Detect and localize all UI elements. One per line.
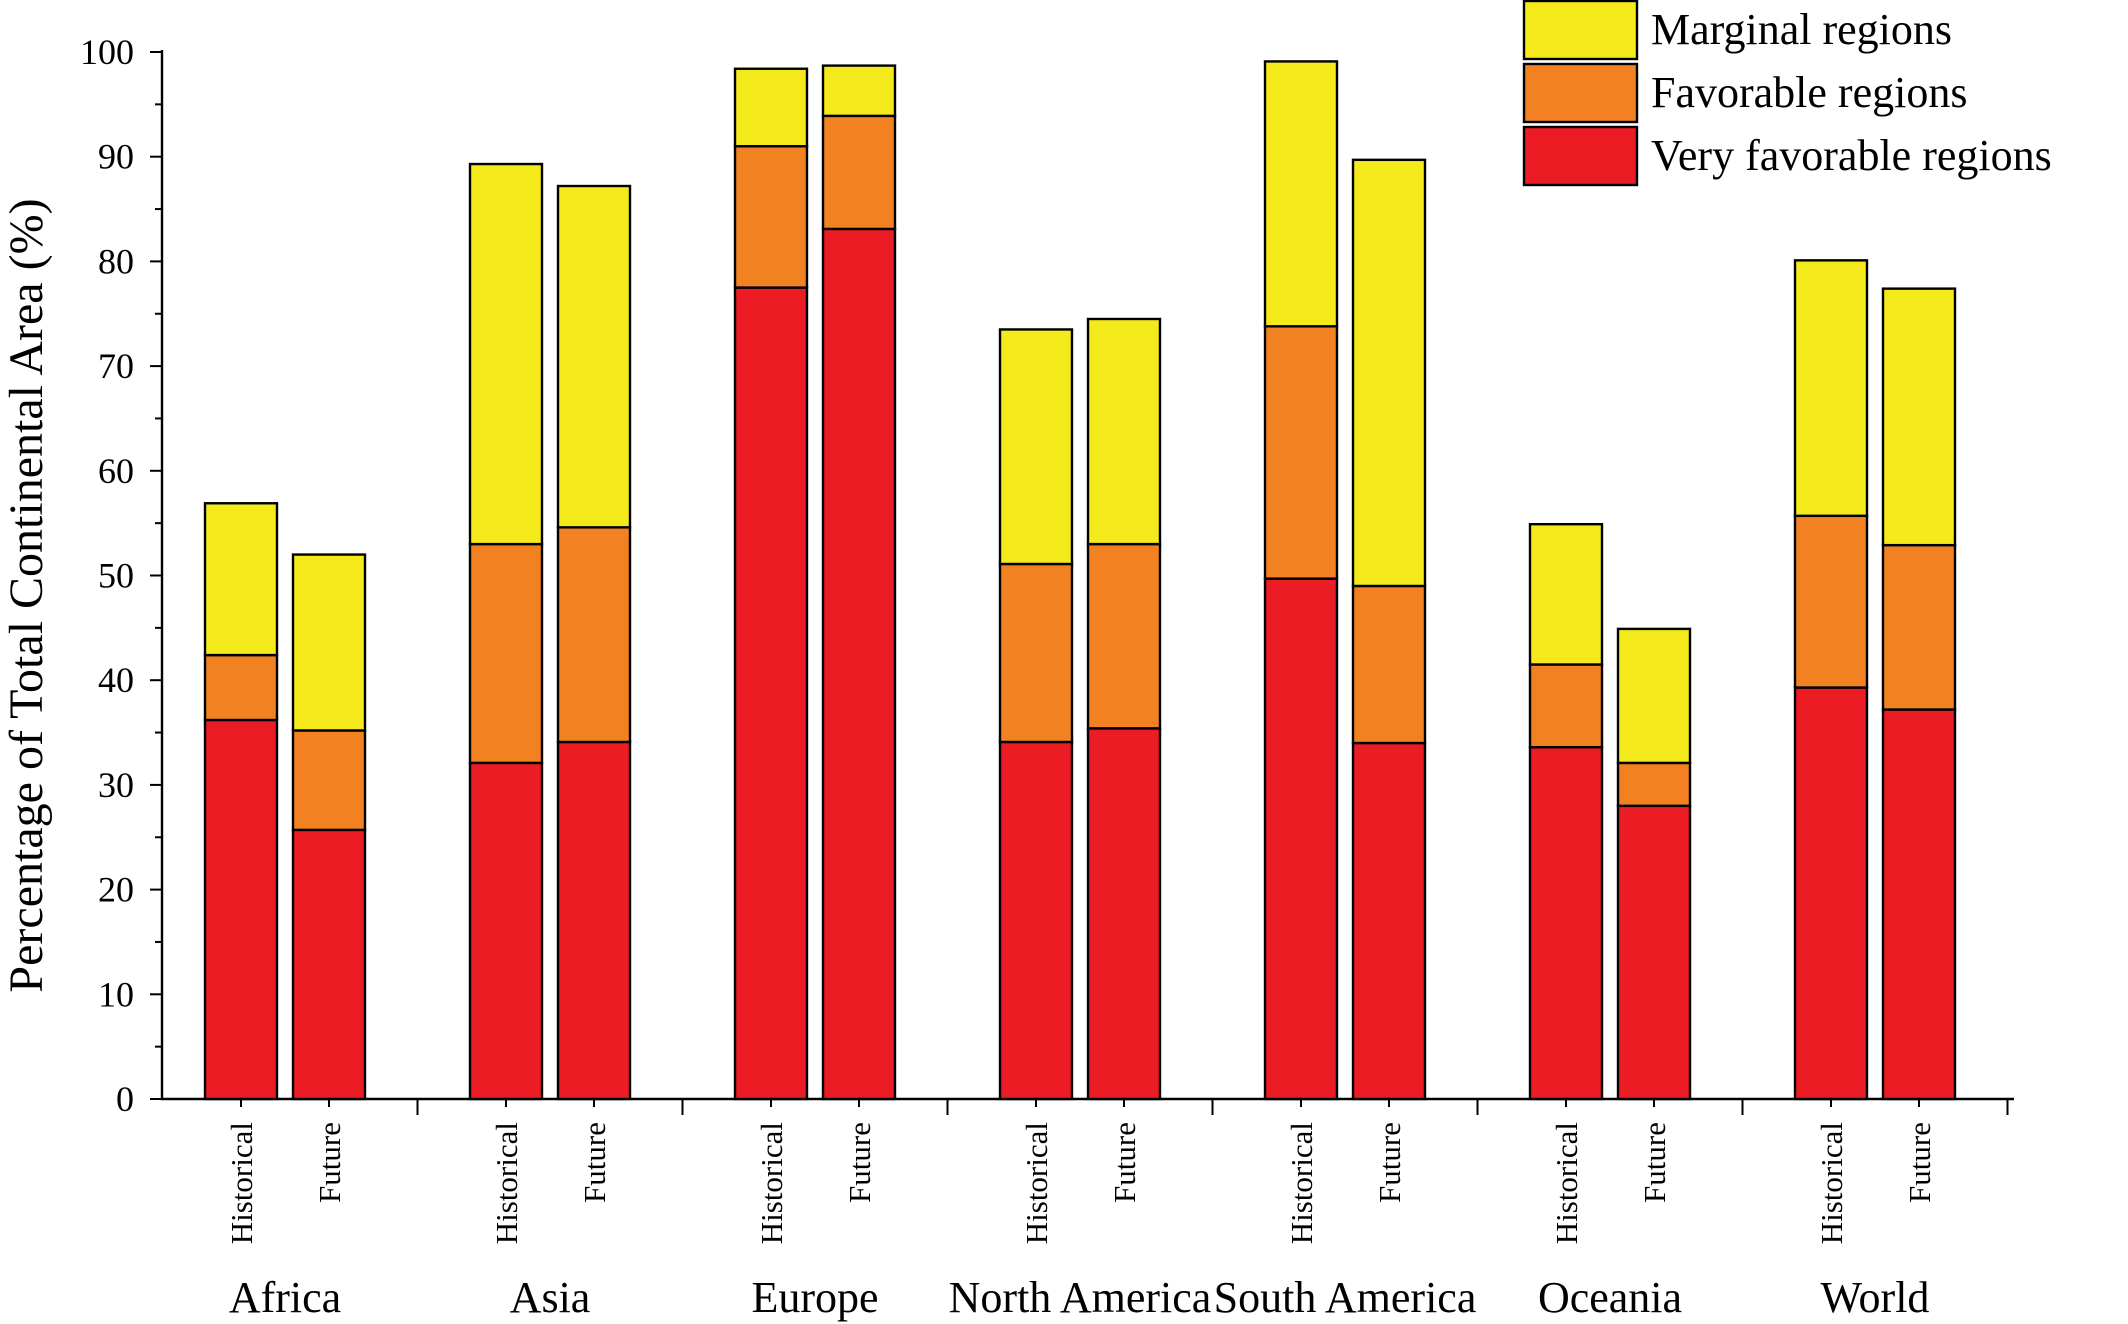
bar-europe-future-very-favorable-regions xyxy=(821,227,897,1101)
scenario-label-future: Future xyxy=(312,1122,347,1203)
bar-oceania-future-favorable-regions xyxy=(1616,761,1692,808)
category-label-oceania: Oceania xyxy=(1538,1273,1682,1322)
bar-world-historical-favorable-regions xyxy=(1793,514,1869,689)
y-tick-label: 10 xyxy=(98,974,134,1014)
scenario-label-future: Future xyxy=(577,1122,612,1203)
legend-label-favorable-regions: Favorable regions xyxy=(1651,68,1967,117)
y-axis-title: Percentage of Total Continental Area (%) xyxy=(0,198,53,992)
y-tick-label: 80 xyxy=(98,241,134,281)
category-label-north-america: North America xyxy=(949,1273,1212,1322)
bar-north-america-future-marginal-regions xyxy=(1086,317,1162,546)
scenario-label-future: Future xyxy=(1372,1122,1407,1203)
legend-label-marginal-regions: Marginal regions xyxy=(1651,5,1952,54)
y-tick-label: 70 xyxy=(98,346,134,386)
bar-oceania-historical-favorable-regions xyxy=(1528,663,1604,749)
legend: Marginal regions Favorable regions Very fa… xyxy=(1522,0,2052,187)
bar-north-america-future-favorable-regions xyxy=(1086,542,1162,730)
bar-europe-historical-very-favorable-regions xyxy=(733,286,809,1101)
category-label-world: World xyxy=(1821,1273,1930,1322)
legend-swatch-favorable-regions xyxy=(1522,62,1639,124)
bar-europe-future-marginal-regions xyxy=(821,64,897,118)
bar-africa-historical-very-favorable-regions xyxy=(203,718,279,1101)
bar-oceania-historical-marginal-regions xyxy=(1528,522,1604,666)
bar-world-future-marginal-regions xyxy=(1881,287,1957,547)
bar-world-future-favorable-regions xyxy=(1881,543,1957,711)
bar-north-america-historical-very-favorable-regions xyxy=(998,740,1074,1101)
y-tick-label: 40 xyxy=(98,660,134,700)
bars xyxy=(203,60,1957,1101)
scenario-label-future: Future xyxy=(1902,1122,1937,1203)
bar-asia-future-marginal-regions xyxy=(556,184,632,529)
y-tick-label: 60 xyxy=(98,451,134,491)
bar-africa-future-marginal-regions xyxy=(291,553,367,732)
bar-oceania-future-very-favorable-regions xyxy=(1616,804,1692,1101)
bar-asia-historical-favorable-regions xyxy=(468,542,544,765)
bar-asia-future-very-favorable-regions xyxy=(556,740,632,1101)
bar-africa-future-favorable-regions xyxy=(291,729,367,832)
scenario-label-historical: Historical xyxy=(489,1122,524,1244)
scenario-label-historical: Historical xyxy=(1284,1122,1319,1244)
bar-oceania-future-marginal-regions xyxy=(1616,627,1692,765)
bar-asia-historical-marginal-regions xyxy=(468,162,544,546)
bar-south-america-historical-favorable-regions xyxy=(1263,325,1339,580)
bar-south-america-historical-marginal-regions xyxy=(1263,60,1339,328)
bar-south-america-future-very-favorable-regions xyxy=(1351,741,1427,1101)
scenario-label-historical: Historical xyxy=(1019,1122,1054,1244)
bar-world-future-very-favorable-regions xyxy=(1881,708,1957,1101)
category-label-africa: Africa xyxy=(229,1273,341,1322)
bar-europe-historical-marginal-regions xyxy=(733,67,809,148)
scenario-label-historical: Historical xyxy=(754,1122,789,1244)
bar-europe-historical-favorable-regions xyxy=(733,145,809,289)
bar-north-america-historical-favorable-regions xyxy=(998,562,1074,744)
scenario-label-future: Future xyxy=(1107,1122,1142,1203)
legend-swatch-marginal-regions xyxy=(1522,0,1639,61)
bar-oceania-historical-very-favorable-regions xyxy=(1528,746,1604,1101)
bar-world-historical-very-favorable-regions xyxy=(1793,686,1869,1101)
y-tick-label: 0 xyxy=(116,1079,134,1119)
y-tick-label: 100 xyxy=(80,32,134,72)
bar-africa-historical-marginal-regions xyxy=(203,502,279,657)
y-tick-label: 30 xyxy=(98,765,134,805)
category-label-asia: Asia xyxy=(510,1273,591,1322)
bar-south-america-future-favorable-regions xyxy=(1351,584,1427,745)
bar-north-america-historical-marginal-regions xyxy=(998,328,1074,566)
legend-swatch-very-favorable-regions xyxy=(1522,125,1639,187)
scenario-label-historical: Historical xyxy=(1549,1122,1584,1244)
bar-asia-historical-very-favorable-regions xyxy=(468,761,544,1101)
scenario-label-historical: Historical xyxy=(224,1122,259,1244)
x-axis-labels: Historical Future Africa Historical Future As… xyxy=(224,1122,1937,1322)
y-tick-label: 90 xyxy=(98,137,134,177)
bar-africa-historical-favorable-regions xyxy=(203,653,279,722)
scenario-label-future: Future xyxy=(842,1122,877,1203)
bar-south-america-future-marginal-regions xyxy=(1351,158,1427,588)
bar-africa-future-very-favorable-regions xyxy=(291,828,367,1101)
bar-europe-future-favorable-regions xyxy=(821,114,897,231)
scenario-label-future: Future xyxy=(1637,1122,1672,1203)
bar-south-america-historical-very-favorable-regions xyxy=(1263,577,1339,1101)
bar-asia-future-favorable-regions xyxy=(556,526,632,744)
bar-world-historical-marginal-regions xyxy=(1793,259,1869,518)
scenario-label-historical: Historical xyxy=(1814,1122,1849,1244)
y-tick-label: 50 xyxy=(98,556,134,596)
y-tick-label: 20 xyxy=(98,870,134,910)
category-label-europe: Europe xyxy=(751,1273,878,1322)
category-label-south-america: South America xyxy=(1214,1273,1477,1322)
bar-north-america-future-very-favorable-regions xyxy=(1086,727,1162,1101)
legend-label-very-favorable-regions: Very favorable regions xyxy=(1651,131,2052,180)
